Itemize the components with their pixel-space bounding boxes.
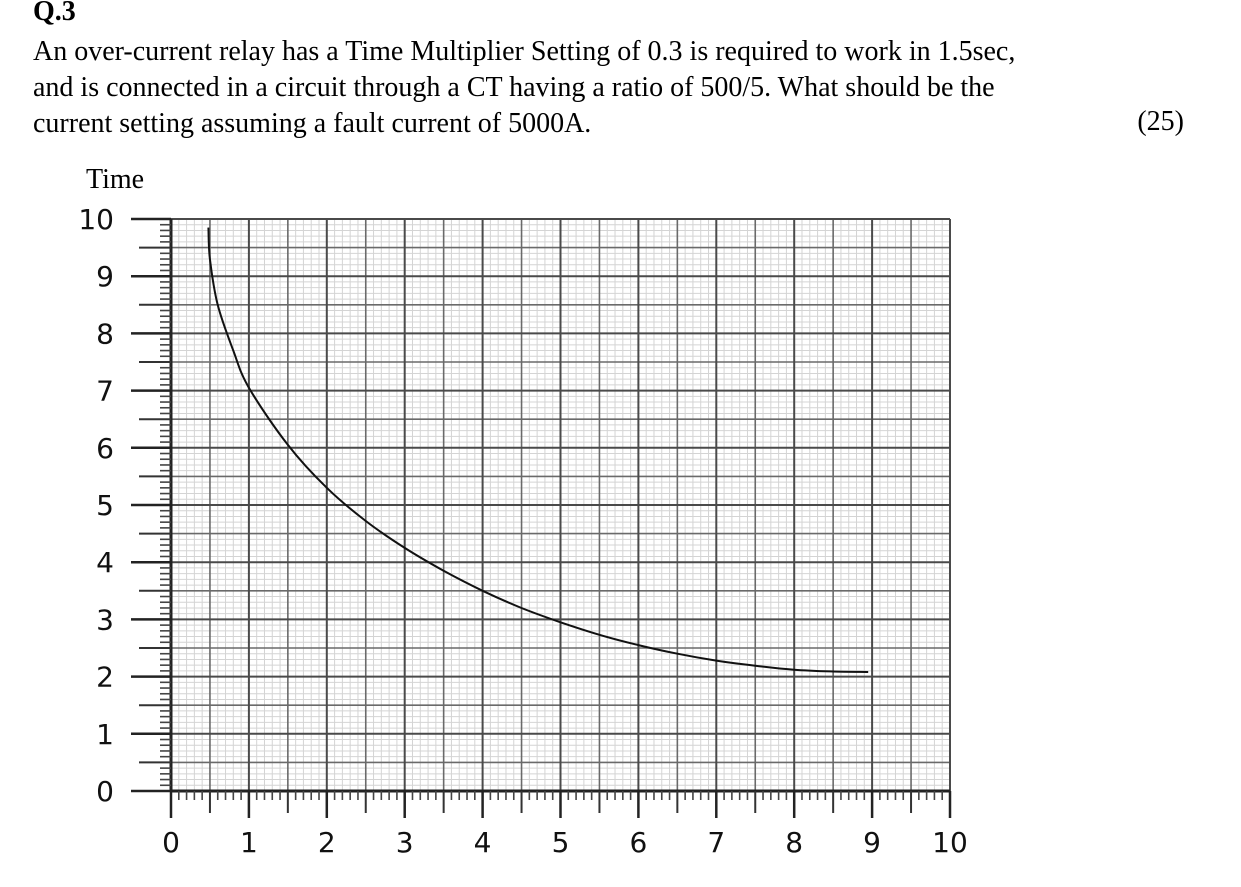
axis-ticks xyxy=(131,217,952,818)
x-tick-label: 8 xyxy=(785,826,803,859)
x-tick-label: 4 xyxy=(474,826,492,859)
y-tick-label: 8 xyxy=(96,317,114,350)
question-line-1: An over-current relay has a Time Multipl… xyxy=(33,36,1016,67)
y-tick-label: 3 xyxy=(96,603,114,636)
y-tick-label: 7 xyxy=(96,375,114,408)
question-number: Q.3 xyxy=(33,0,76,27)
question-line-2: and is connected in a circuit through a … xyxy=(33,72,995,103)
y-tick-label: 5 xyxy=(96,489,114,522)
y-tick-label: 1 xyxy=(96,718,114,751)
x-tick-label: 9 xyxy=(863,826,881,859)
x-tick-label: 3 xyxy=(396,826,414,859)
x-tick-label: 2 xyxy=(318,826,336,859)
y-tick-label: 6 xyxy=(96,432,114,465)
relay-curve xyxy=(207,227,869,673)
x-tick-label: 6 xyxy=(629,826,647,859)
question-marks: (25) xyxy=(1137,106,1184,137)
question-text: An over-current relay has a Time Multipl… xyxy=(33,34,1193,142)
y-tick-label: 0 xyxy=(96,775,114,808)
question-line-3: current setting assuming a fault current… xyxy=(33,108,592,139)
y-tick-label: 10 xyxy=(78,203,114,236)
x-tick-label: 1 xyxy=(240,826,258,859)
y-tick-label: 2 xyxy=(96,661,114,694)
x-tick-label: 7 xyxy=(707,826,725,859)
y-axis-label: Time xyxy=(86,164,145,195)
x-tick-label: 5 xyxy=(552,826,570,859)
y-tick-label: 4 xyxy=(96,546,114,579)
y-tick-label: 9 xyxy=(96,260,114,293)
tick-labels: 0 1 2 3 4 5 6 7 8 9 10 0 1 2 3 4 5 6 7 8 9 10 xyxy=(78,203,967,859)
x-tick-label: 10 xyxy=(932,826,968,859)
x-tick-label: 0 xyxy=(162,826,180,859)
